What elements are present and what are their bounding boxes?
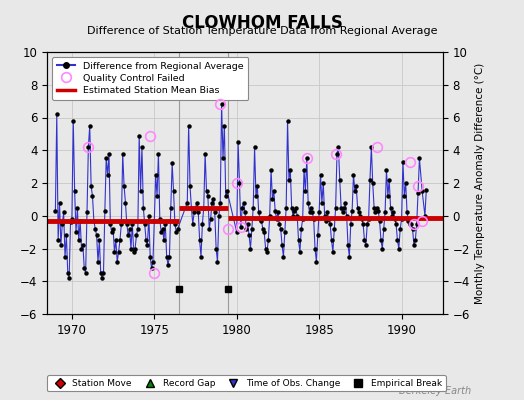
Text: Difference of Station Temperature Data from Regional Average: Difference of Station Temperature Data f… bbox=[87, 26, 437, 36]
Legend: Station Move, Record Gap, Time of Obs. Change, Empirical Break: Station Move, Record Gap, Time of Obs. C… bbox=[47, 375, 445, 392]
Text: Berkeley Earth: Berkeley Earth bbox=[399, 386, 472, 396]
Y-axis label: Monthly Temperature Anomaly Difference (°C): Monthly Temperature Anomaly Difference (… bbox=[475, 62, 485, 304]
Legend: Difference from Regional Average, Quality Control Failed, Estimated Station Mean: Difference from Regional Average, Qualit… bbox=[52, 57, 248, 100]
Text: CLOWHOM FALLS: CLOWHOM FALLS bbox=[181, 14, 343, 32]
